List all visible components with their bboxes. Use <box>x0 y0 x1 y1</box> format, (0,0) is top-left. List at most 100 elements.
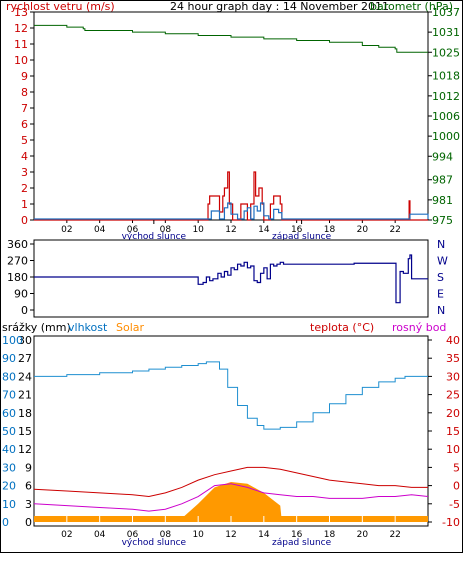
wind-speed-tick-label: 10 <box>14 54 28 67</box>
wind-speed-tick-label: 5 <box>21 134 28 147</box>
humidity-tick-label: 20 <box>2 480 16 493</box>
humidity-line <box>34 361 428 430</box>
wind-speed-tick-label: 11 <box>14 38 28 51</box>
pressure-tick-label: 975 <box>432 214 453 227</box>
direction-degree-ticks: 360 270 180 90 0 <box>7 238 34 317</box>
humidity-tick-label: 30 <box>2 461 16 474</box>
temperature-tick-label: 0 <box>453 480 460 493</box>
temperature-tick-label: 25 <box>446 389 460 402</box>
wind-x-tick-label: 14 <box>258 225 270 235</box>
wind-speed-tick-label: 3 <box>21 166 28 179</box>
rain-tick-label: 3 <box>25 498 32 511</box>
solar-axis-title: Solar <box>116 321 145 334</box>
humidity-tick-label: 60 <box>2 407 16 420</box>
wind-speed-tick-label: 2 <box>21 182 28 195</box>
wind-pressure-series <box>34 24 429 224</box>
outer-frame <box>0 0 463 553</box>
direction-compass-label: E <box>437 288 444 301</box>
temp-x-tick-label: 12 <box>225 530 236 540</box>
humidity-tick-label: 50 <box>2 425 16 438</box>
humidity-tick-label: 10 <box>2 498 16 511</box>
pressure-tick-label: 1006 <box>432 110 460 123</box>
wind-speed-tick-label: 1 <box>21 198 28 211</box>
pressure-tick-label: 1037 <box>432 6 460 19</box>
temp-x-tick-label: 04 <box>94 530 106 540</box>
wind-x-tick-label: 22 <box>389 225 400 235</box>
temperature-tick-label: 30 <box>446 370 460 383</box>
dewpoint-axis-title: rosný bod <box>392 321 446 334</box>
sunrise-label-bottom: východ slunce <box>122 538 187 548</box>
sunrise-label: východ slunce <box>122 232 187 242</box>
humidity-tick-label: 40 <box>2 443 16 456</box>
humidity-tick-label: 90 <box>2 352 16 365</box>
wind-direction-series <box>34 254 428 304</box>
temperature-axis-title: teplota (°C) <box>310 321 374 334</box>
pressure-tick-label: 981 <box>432 194 453 207</box>
temperature-tick-label: 15 <box>446 425 460 438</box>
direction-degree-label: 90 <box>14 288 28 301</box>
pressure-tick-label: 1031 <box>432 26 460 39</box>
humidity-tick-label: 0 <box>2 516 9 529</box>
direction-compass-label: N <box>437 238 445 251</box>
direction-degree-label: 180 <box>7 271 28 284</box>
humidity-tick-label: 80 <box>2 370 16 383</box>
wind-speed-tick-label: 13 <box>14 6 28 19</box>
temp-x-tick-label: 22 <box>389 530 400 540</box>
temp-x-tick-label: 14 <box>258 530 270 540</box>
wind-x-tick-label: 12 <box>225 225 236 235</box>
temperature-tick-label: 5 <box>453 461 460 474</box>
wind-x-tick-label: 08 <box>160 225 172 235</box>
rain-tick-label: 30 <box>18 334 32 347</box>
direction-degree-label: 0 <box>21 304 28 317</box>
wind-speed-tick-label: 8 <box>21 86 28 99</box>
wind-speed-tick-label: 0 <box>21 214 28 227</box>
sunset-label-bottom: západ slunce <box>272 538 332 548</box>
sunset-label: západ slunce <box>272 232 332 242</box>
rain-tick-label: 24 <box>18 370 32 383</box>
wind-speed-tick-label: 6 <box>21 118 28 131</box>
rain-tick-label: 15 <box>18 425 32 438</box>
rain-tick-label: 9 <box>25 461 32 474</box>
pressure-tick-label: 994 <box>432 150 453 163</box>
rain-tick-label: 27 <box>18 352 32 365</box>
wind-speed-tick-label: 12 <box>14 22 28 35</box>
wind-x-tick-label: 02 <box>61 225 72 235</box>
dewpoint-line <box>33 483 429 512</box>
rain-tick-label: 21 <box>18 389 32 402</box>
wind-pressure-panel: rychlost vetru (m/s) 24 hour graph day :… <box>6 0 460 242</box>
pressure-axis-title: barometr (hPa) <box>370 0 453 13</box>
rain-tick-label: 12 <box>18 443 32 456</box>
rain-tick-label: 6 <box>25 480 32 493</box>
temp-x-tick-label: 10 <box>192 530 204 540</box>
humidity-tick-label: 100 <box>2 334 23 347</box>
pressure-tick-label: 1000 <box>432 130 460 143</box>
direction-compass-label: N <box>437 304 445 317</box>
direction-degree-label: 270 <box>7 255 28 268</box>
wind-x-tick-label: 04 <box>94 225 106 235</box>
wind-x-tick-label: 10 <box>192 225 204 235</box>
temperature-tick-label: 10 <box>446 443 460 456</box>
humidity-tick-label: 70 <box>2 389 16 402</box>
temperature-line <box>33 466 428 498</box>
temperature-tick-label: 20 <box>446 407 460 420</box>
direction-compass-label: S <box>437 271 444 284</box>
wind-speed-tick-label: 9 <box>21 70 28 83</box>
pressure-tick-label: 1012 <box>432 90 460 103</box>
wind-speed-line <box>34 202 429 220</box>
direction-compass-label: W <box>437 255 448 268</box>
chart-title: 24 hour graph day : 14 November 2011 <box>170 0 389 13</box>
pressure-line <box>34 24 428 53</box>
temperature-humidity-series <box>33 361 429 522</box>
humidity-axis-title: vlhkost <box>68 321 108 334</box>
wind-x-tick-label: 16 <box>291 225 303 235</box>
solar-area <box>34 481 428 522</box>
wind-speed-axis-title: rychlost vetru (m/s) <box>6 0 115 13</box>
temperature-tick-label: -5 <box>449 498 460 511</box>
temp-x-tick-label: 02 <box>61 530 72 540</box>
temp-x-tick-label: 16 <box>291 530 303 540</box>
wind-x-tick-label: 20 <box>357 225 369 235</box>
